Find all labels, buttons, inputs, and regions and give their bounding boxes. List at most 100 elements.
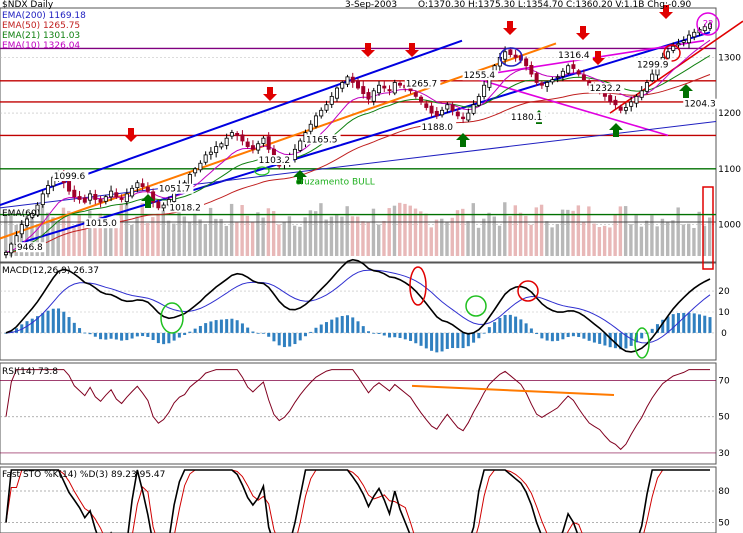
buy-arrow-marker xyxy=(679,84,693,98)
macd-highlight-circle xyxy=(517,280,539,302)
candle-body xyxy=(256,143,261,151)
volume-bar xyxy=(371,208,376,256)
macd-histogram-bar xyxy=(272,332,276,342)
highlight-circle xyxy=(254,166,270,176)
macd-histogram-bar xyxy=(424,332,428,349)
volume-bar xyxy=(639,226,644,256)
macd-histogram-bar xyxy=(514,316,518,333)
macd-histogram-bar xyxy=(46,310,50,333)
macd-histogram-bar xyxy=(235,320,239,333)
annotation-bg xyxy=(462,70,499,81)
candle-body xyxy=(644,82,649,92)
macd-histogram-bar xyxy=(388,332,392,338)
legend-ema50: EMA(50) 1265.75 xyxy=(2,21,80,31)
candle-body xyxy=(135,182,140,189)
volume-bar xyxy=(298,226,302,256)
macd-histogram-bar xyxy=(456,332,460,349)
sell-arrow-marker xyxy=(659,5,673,19)
macd-histogram-bar xyxy=(309,331,313,333)
volume-bar xyxy=(518,212,523,256)
candle-body xyxy=(82,197,87,203)
macd-histogram-bar xyxy=(493,322,497,333)
candle-body xyxy=(534,73,539,83)
volume-bar xyxy=(77,215,81,256)
annotation-label: 1103.2 xyxy=(259,156,291,166)
candle-body xyxy=(156,201,161,209)
volume-bar xyxy=(135,216,139,256)
candle-body xyxy=(613,99,618,106)
volume-bar xyxy=(602,225,607,256)
candle-body xyxy=(513,54,518,58)
macd-histogram-bar xyxy=(36,316,40,333)
macd-histogram-bar xyxy=(661,319,665,333)
stochastic-d-line xyxy=(5,469,710,533)
candle-body xyxy=(676,43,681,46)
macd-histogram-bar xyxy=(640,332,644,339)
volume-bar xyxy=(377,224,381,256)
candle-body xyxy=(424,103,429,108)
volume-bar xyxy=(455,210,460,256)
macd-histogram-bar xyxy=(487,327,491,333)
macd-histogram-bar xyxy=(435,332,439,353)
macd-histogram-bar xyxy=(372,332,376,334)
macd-histogram-bar xyxy=(624,332,628,349)
candle-body xyxy=(19,224,24,235)
volume-bar xyxy=(313,211,318,256)
candle-body xyxy=(261,137,266,144)
stochastic-title: Fast STO %K(14) %D(3) 89.23 95.47 xyxy=(2,470,165,480)
volume-bar xyxy=(555,223,560,256)
macd-histogram-bar xyxy=(57,308,61,333)
candle-body xyxy=(219,143,224,148)
macd-histogram-bar xyxy=(561,332,565,340)
macd-histogram-bar xyxy=(545,332,549,341)
volume-bar xyxy=(424,213,428,256)
macd-histogram-bar xyxy=(104,332,108,340)
macd-histogram-bar xyxy=(682,312,686,333)
volume-bar xyxy=(224,225,229,256)
volume-bar xyxy=(392,205,397,256)
macd-histogram-bar xyxy=(697,314,701,333)
macd-histogram-bar xyxy=(261,332,265,334)
macd-histogram-bar xyxy=(461,332,465,349)
volume-bar xyxy=(671,220,675,256)
annotation-label: 1299.9 xyxy=(637,60,669,70)
price-tick-label: 1000 xyxy=(718,221,741,231)
candle-body xyxy=(686,34,691,44)
volume-bar xyxy=(114,226,118,256)
volume-bar xyxy=(650,215,654,256)
candle-body xyxy=(440,109,445,116)
volume-bar xyxy=(25,216,29,256)
macd-histogram-bar xyxy=(130,332,134,339)
volume-bar xyxy=(692,227,696,256)
highlight-circle xyxy=(696,12,720,36)
macd-histogram-bar xyxy=(535,332,539,335)
macd-highlight-circle xyxy=(634,327,650,359)
candle-body xyxy=(313,115,318,127)
volume-bar xyxy=(208,207,213,256)
candle-body xyxy=(581,74,586,81)
macd-histogram-bar xyxy=(183,332,187,335)
volume-bar xyxy=(72,226,76,256)
macd-histogram-bar xyxy=(141,332,145,337)
volume-bar xyxy=(303,217,307,256)
macd-histogram-bar xyxy=(282,332,286,348)
volume-bar xyxy=(387,208,391,256)
volume-bar xyxy=(513,205,518,256)
candle-body xyxy=(476,95,481,106)
buy-arrow-marker xyxy=(293,170,307,184)
volume-bar xyxy=(250,221,255,256)
macd-histogram-bar xyxy=(634,332,638,343)
candle-body xyxy=(77,196,82,200)
candle-body xyxy=(361,86,366,94)
macd-lines xyxy=(4,258,712,359)
candle-body xyxy=(203,154,208,163)
candle-body xyxy=(571,64,576,69)
macd-histogram-bar xyxy=(335,317,339,333)
candle-body xyxy=(145,186,150,192)
question-mark-label: ?? xyxy=(703,19,714,30)
candle-body xyxy=(398,82,403,86)
volume-bar xyxy=(35,225,39,256)
candle-body xyxy=(650,73,655,81)
candle-body xyxy=(298,140,303,151)
volume-bar xyxy=(660,218,665,256)
